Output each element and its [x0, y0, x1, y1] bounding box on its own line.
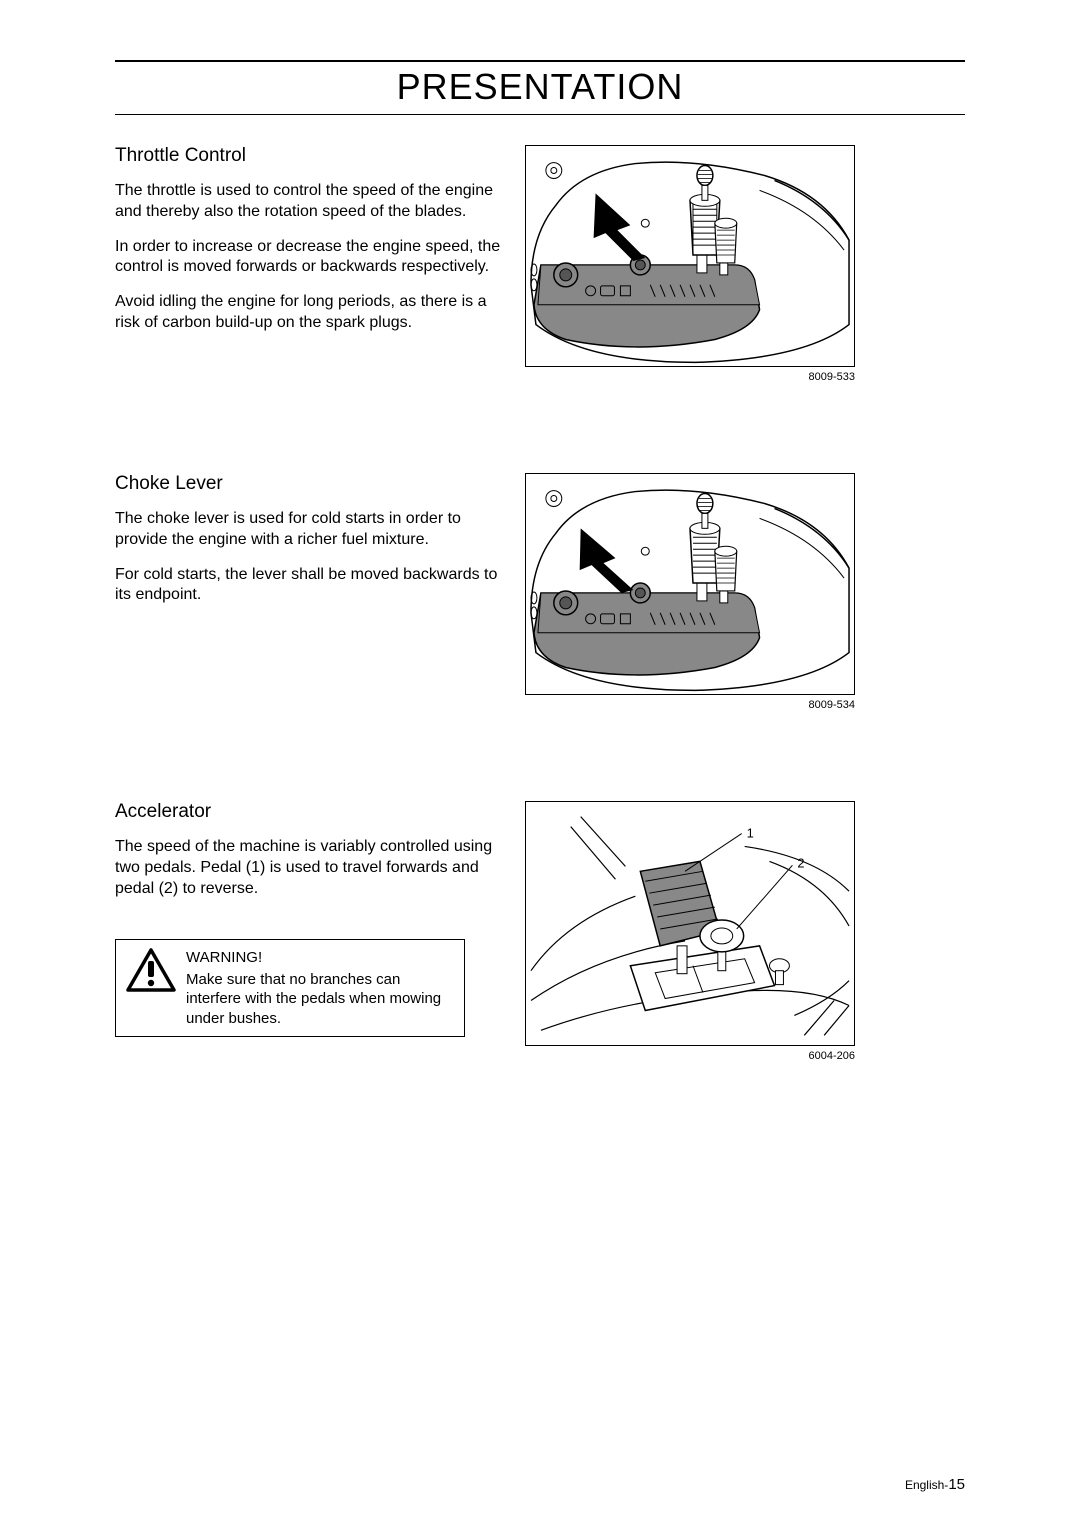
throttle-p2: In order to increase or decrease the eng…: [115, 237, 505, 279]
section-text: Choke Lever The choke lever is used for …: [115, 473, 505, 711]
warning-box: WARNING! Make sure that no branches can …: [115, 939, 465, 1037]
manual-page: PRESENTATION Throttle Control The thrott…: [0, 0, 1080, 1528]
rule-top: [115, 60, 965, 62]
footer-page: 15: [948, 1476, 965, 1493]
warning-icon: [126, 948, 176, 994]
section-throttle: Throttle Control The throttle is used to…: [115, 145, 965, 383]
choke-p2: For cold starts, the lever shall be move…: [115, 565, 505, 607]
page-title: PRESENTATION: [115, 66, 965, 108]
choke-svg: [526, 473, 854, 695]
page-footer: English-15: [905, 1476, 965, 1493]
throttle-fig-id: 8009-533: [525, 371, 855, 383]
accel-svg: 1 2: [526, 801, 854, 1046]
section-text: Accelerator The speed of the machine is …: [115, 801, 505, 1062]
throttle-p3: Avoid idling the engine for long periods…: [115, 292, 505, 334]
section-accel: Accelerator The speed of the machine is …: [115, 801, 965, 1062]
pedal1-label: 1: [747, 826, 754, 841]
throttle-figure: [525, 145, 855, 367]
accel-p1: The speed of the machine is variably con…: [115, 837, 505, 899]
pedal2-label: 2: [797, 855, 804, 870]
warning-text-wrap: WARNING! Make sure that no branches can …: [186, 948, 454, 1028]
accel-figure: 1 2: [525, 801, 855, 1046]
throttle-figure-wrap: 8009-533: [525, 145, 855, 383]
throttle-p1: The throttle is used to control the spee…: [115, 181, 505, 223]
choke-figure-wrap: 8009-534: [525, 473, 855, 711]
choke-figure: [525, 473, 855, 695]
throttle-svg: [526, 145, 854, 367]
accel-heading: Accelerator: [115, 801, 505, 823]
accel-fig-id: 6004-206: [525, 1050, 855, 1062]
warning-body: Make sure that no branches can interfere…: [186, 970, 454, 1029]
footer-lang: English-: [905, 1478, 948, 1492]
rule-bottom: [115, 114, 965, 115]
choke-heading: Choke Lever: [115, 473, 505, 495]
choke-fig-id: 8009-534: [525, 699, 855, 711]
section-text: Throttle Control The throttle is used to…: [115, 145, 505, 383]
section-choke: Choke Lever The choke lever is used for …: [115, 473, 965, 711]
warning-heading: WARNING!: [186, 948, 454, 968]
accel-figure-wrap: 1 2 6004-206: [525, 801, 855, 1062]
choke-p1: The choke lever is used for cold starts …: [115, 509, 505, 551]
throttle-heading: Throttle Control: [115, 145, 505, 167]
